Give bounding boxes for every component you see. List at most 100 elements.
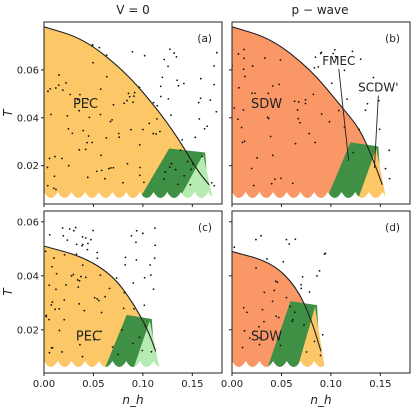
data-point <box>384 167 387 170</box>
wave-band-b <box>232 192 410 204</box>
data-point <box>343 69 346 72</box>
data-point <box>181 138 184 141</box>
y-axis-label-a: T <box>1 108 15 117</box>
data-point <box>167 65 169 68</box>
data-point <box>279 59 282 62</box>
data-point <box>159 85 162 88</box>
data-point <box>252 184 255 187</box>
data-point <box>67 127 70 130</box>
data-point <box>93 338 96 341</box>
data-point <box>153 257 156 260</box>
data-point <box>79 343 81 346</box>
data-point <box>323 253 326 255</box>
data-point <box>152 132 155 135</box>
data-point <box>183 174 186 177</box>
data-point <box>154 227 156 230</box>
data-point <box>95 170 98 173</box>
data-point <box>88 116 91 119</box>
data-point <box>99 88 102 91</box>
data-point <box>215 110 218 113</box>
axes-frame-d <box>231 210 411 374</box>
data-point <box>84 237 87 239</box>
data-point <box>61 157 63 160</box>
data-point <box>143 304 146 307</box>
data-point <box>133 91 136 94</box>
data-point <box>152 288 155 291</box>
data-point <box>61 89 64 92</box>
data-point <box>124 256 127 259</box>
data-point <box>138 174 141 177</box>
data-point <box>149 274 152 276</box>
data-point <box>141 232 144 235</box>
panel-tag-c: (c) <box>198 222 212 234</box>
data-point <box>61 351 63 353</box>
data-point <box>47 90 49 93</box>
data-point <box>364 109 367 112</box>
data-point <box>96 251 99 254</box>
data-point <box>81 264 84 267</box>
data-point <box>194 136 197 139</box>
data-point <box>55 188 57 191</box>
data-point <box>152 101 155 104</box>
data-point <box>366 102 369 105</box>
data-point <box>63 299 66 301</box>
phase-boundary-d <box>232 250 322 352</box>
data-point <box>163 58 166 61</box>
data-point <box>54 308 57 311</box>
data-point <box>104 177 106 180</box>
data-point <box>305 351 308 353</box>
data-point <box>135 259 138 261</box>
region-label-a: PEC <box>73 97 98 112</box>
data-point <box>50 113 52 116</box>
data-point <box>186 160 189 163</box>
data-point <box>87 135 90 137</box>
data-point <box>130 128 132 131</box>
data-point <box>242 109 245 111</box>
data-point <box>303 324 305 326</box>
data-point <box>133 307 135 310</box>
data-point <box>182 82 185 85</box>
data-point <box>54 155 56 158</box>
data-point <box>138 166 141 169</box>
data-point <box>352 151 355 154</box>
data-point <box>246 311 248 314</box>
data-point <box>263 291 266 294</box>
data-point <box>242 68 245 71</box>
data-point <box>177 84 180 87</box>
data-point <box>271 300 274 303</box>
data-point <box>86 248 89 251</box>
data-point <box>78 148 81 151</box>
data-point <box>313 340 316 343</box>
x-tick-label: 0.05 <box>270 379 292 390</box>
panel-tag-a: (a) <box>197 33 212 45</box>
annotation-label-0: FMEC <box>322 54 355 68</box>
data-point <box>291 320 293 323</box>
data-point <box>123 291 126 294</box>
data-point <box>294 238 297 241</box>
data-point <box>58 74 60 76</box>
phase-boundary-b <box>232 26 383 186</box>
data-point <box>109 120 112 123</box>
data-point <box>91 141 94 144</box>
data-point <box>266 258 268 260</box>
region-secondary-c <box>131 320 160 373</box>
data-point <box>87 242 89 245</box>
data-point <box>138 86 141 89</box>
region-secondary-a <box>176 154 214 204</box>
data-point <box>269 135 272 138</box>
x-tick-label: 0.00 <box>221 379 243 390</box>
data-point <box>294 142 297 145</box>
data-point <box>53 257 55 259</box>
data-point <box>68 228 71 230</box>
data-point <box>179 149 182 152</box>
data-point <box>130 234 133 237</box>
phase-boundary-a <box>44 26 210 186</box>
data-point <box>78 302 81 305</box>
data-point <box>300 283 303 286</box>
data-point <box>167 97 170 100</box>
data-point <box>198 118 201 120</box>
column-title-pwave: p − wave <box>292 3 349 17</box>
data-point <box>176 79 179 82</box>
data-point <box>55 272 58 275</box>
